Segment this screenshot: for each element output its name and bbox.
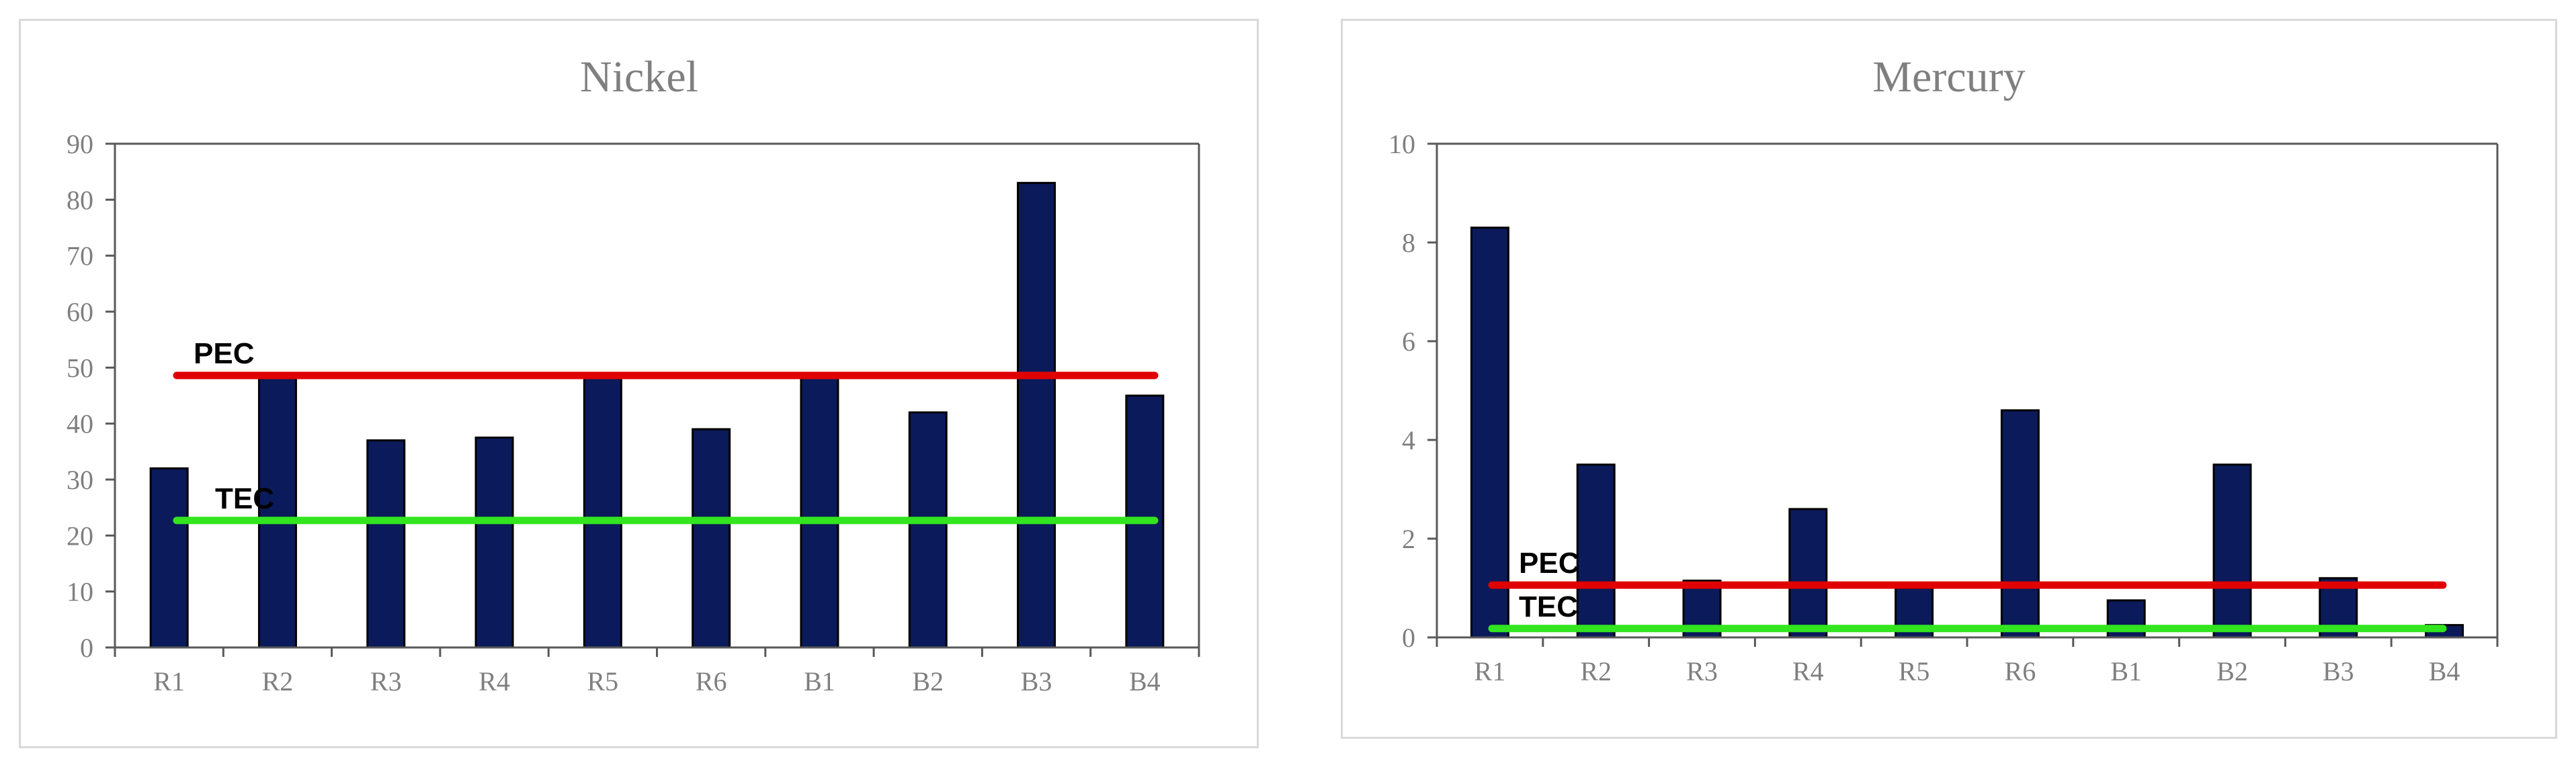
nickel-y-tick-label: 30 xyxy=(67,465,93,495)
mercury-y-tick-label: 0 xyxy=(1402,623,1415,653)
nickel-bar-r1 xyxy=(149,467,189,649)
nickel-x-tick-label-r1: R1 xyxy=(153,666,185,697)
mercury-x-tick-label-b2: B2 xyxy=(2216,656,2248,686)
mercury-bar-r2 xyxy=(1576,463,1616,639)
mercury-chart-panel: Mercury 0 2 4 6 8 10 R1 R2 R3 R4 R5 R6 B1 B2 B3 B4 PEC TEC xyxy=(1341,19,2557,739)
nickel-y-tick-label: 0 xyxy=(80,633,93,663)
nickel-x-tick-label-b4: B4 xyxy=(1129,666,1161,697)
mercury-x-tick-label-b1: B1 xyxy=(2110,656,2142,686)
mercury-chart: Mercury 0 2 4 6 8 10 R1 R2 R3 R4 R5 R6 B1 B2 B3 B4 PEC TEC xyxy=(1388,52,2499,686)
nickel-y-tick-label: 50 xyxy=(67,353,93,383)
nickel-y-tick-label: 20 xyxy=(67,521,93,551)
nickel-y-tick-label: 80 xyxy=(67,185,93,215)
mercury-y-tick-label: 8 xyxy=(1402,228,1415,258)
nickel-y-tick-label: 90 xyxy=(67,129,93,159)
mercury-y-tick-label: 6 xyxy=(1402,326,1415,357)
mercury-x-tick-label-r2: R2 xyxy=(1580,656,1612,686)
nickel-y-tick-label: 70 xyxy=(67,241,93,271)
mercury-pec-label: PEC xyxy=(1519,547,1579,580)
mercury-x-tick-label-b4: B4 xyxy=(2429,656,2460,686)
mercury-y-tick-label: 10 xyxy=(1388,129,1415,159)
nickel-bar-r3 xyxy=(366,439,406,649)
mercury-x-tick-label-r6: R6 xyxy=(2005,656,2036,686)
nickel-x-tick-label-r3: R3 xyxy=(370,666,402,697)
nickel-chart-panel: Nickel 0 10 20 30 40 50 60 70 80 90 R1 R2 R3 R4 R5 R6 B1 B… xyxy=(19,19,1259,748)
nickel-x-tick-label-b2: B2 xyxy=(912,666,944,697)
nickel-x-tick-label-r4: R4 xyxy=(479,666,510,697)
mercury-y-tick-label: 2 xyxy=(1402,524,1415,554)
nickel-bar-b2 xyxy=(908,411,948,649)
mercury-x-tick-label-b3: B3 xyxy=(2323,656,2354,686)
nickel-x-tick-label-r5: R5 xyxy=(587,666,619,697)
nickel-y-tick-label: 10 xyxy=(67,577,93,607)
mercury-bar-r6 xyxy=(2000,409,2040,639)
nickel-y-tick-label: 40 xyxy=(67,409,93,439)
nickel-x-tick-label-b1: B1 xyxy=(804,666,835,697)
mercury-bar-b2 xyxy=(2212,463,2252,639)
mercury-tec-label: TEC xyxy=(1519,590,1578,623)
mercury-chart-title: Mercury xyxy=(1872,52,2025,101)
nickel-pec-label: PEC xyxy=(194,337,254,370)
mercury-x-tick-label-r5: R5 xyxy=(1899,656,1930,686)
nickel-bar-r2 xyxy=(257,372,297,649)
nickel-x-tick-label-b3: B3 xyxy=(1021,666,1052,697)
nickel-bar-r6 xyxy=(692,428,731,649)
mercury-bar-r1 xyxy=(1470,226,1509,639)
mercury-x-tick-label-r4: R4 xyxy=(1792,656,1824,686)
mercury-bar-r4 xyxy=(1788,508,1828,639)
nickel-x-tick-label-r6: R6 xyxy=(696,666,727,697)
nickel-chart-title: Nickel xyxy=(580,52,698,101)
mercury-x-tick-label-r1: R1 xyxy=(1474,656,1506,686)
nickel-y-tick-label: 60 xyxy=(67,297,93,327)
nickel-bar-b1 xyxy=(800,372,839,649)
nickel-bar-b3 xyxy=(1017,181,1056,649)
mercury-y-tick-label: 4 xyxy=(1402,425,1415,455)
nickel-chart: Nickel 0 10 20 30 40 50 60 70 80 90 R1 R2 R3 R4 R5 R6 B1 B… xyxy=(67,52,1200,697)
nickel-bar-r4 xyxy=(474,437,514,649)
nickel-tec-label: TEC xyxy=(215,482,274,515)
mercury-x-tick-label-r3: R3 xyxy=(1686,656,1718,686)
nickel-x-tick-label-r2: R2 xyxy=(262,666,294,697)
nickel-bar-r5 xyxy=(583,372,622,649)
